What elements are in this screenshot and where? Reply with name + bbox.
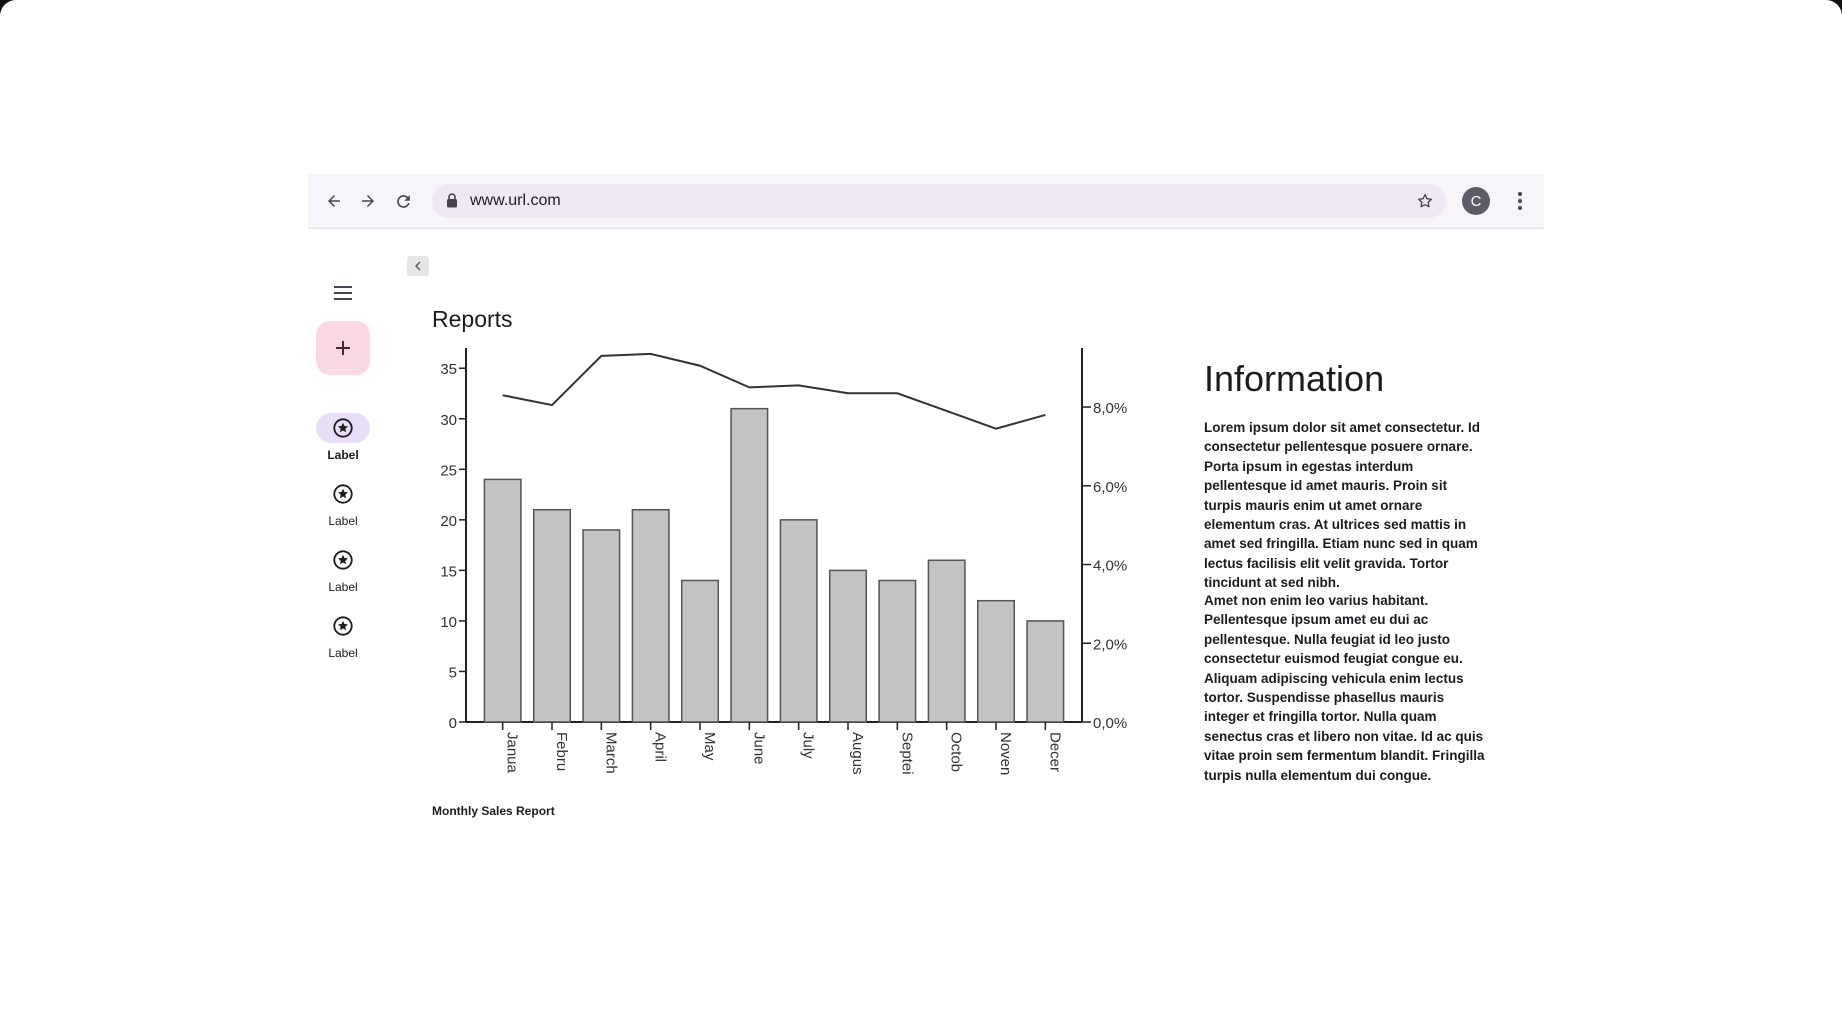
- y-left-tick-label: 20: [440, 513, 457, 530]
- nav-rail-item-2[interactable]: Label: [312, 479, 374, 535]
- nav-rail-item-4[interactable]: Label: [312, 611, 374, 667]
- sales-chart: 0 5 10 15 20 25 30 35 0,0% 2,0% 4,0% 6,0% 8,0% Janua F…: [440, 348, 1127, 775]
- x-tick-label: May: [701, 732, 718, 761]
- info-paragraph: Amet non enim leo varius habitant. Pelle…: [1204, 593, 1485, 783]
- y-left-tick-label: 15: [440, 563, 457, 580]
- y-right-tick-label: 8,0%: [1093, 400, 1127, 417]
- nav-rail-item-3[interactable]: Label: [312, 545, 374, 601]
- star-circle-icon: [333, 550, 353, 570]
- info-title: Information: [1204, 358, 1385, 399]
- chart-bar: [1026, 620, 1065, 723]
- nav-rail-indicator: [316, 479, 370, 509]
- window-corner: [1826, 0, 1842, 16]
- chart-bar: [976, 599, 1016, 723]
- x-tick-label: July: [800, 732, 817, 759]
- chart-bar: [779, 519, 818, 723]
- more-vert-icon: [1518, 192, 1522, 210]
- x-tick-label: Noven: [997, 732, 1014, 775]
- info-paragraph: Lorem ipsum dolor sit amet consectetur. …: [1204, 420, 1481, 591]
- star-circle-icon: [333, 616, 353, 636]
- arrow-right-icon: [362, 195, 374, 207]
- nav-rail-label: Label: [328, 580, 358, 594]
- url-text: www.url.com: [470, 192, 561, 209]
- nav-rail-indicator: [316, 611, 370, 641]
- chart-bar: [730, 407, 769, 723]
- nav-rail-indicator: [316, 413, 370, 443]
- browser-toolbar: www.url.com C: [308, 174, 1544, 229]
- y-left-tick-label: 30: [440, 412, 457, 429]
- reload-button[interactable]: [389, 187, 417, 215]
- address-bar[interactable]: www.url.com: [432, 184, 1446, 218]
- bookmark-star-button[interactable]: [1414, 190, 1436, 212]
- add-fab-button[interactable]: [316, 321, 370, 375]
- x-tick-label: June: [750, 732, 767, 765]
- chevron-left-icon: [415, 261, 421, 271]
- window-corner: [0, 0, 16, 16]
- chart-bar: [582, 529, 621, 723]
- chart-line-series: [502, 352, 1046, 430]
- plus-icon: [336, 341, 350, 355]
- chart-bar: [927, 559, 966, 723]
- y-left-tick-label: 5: [449, 664, 457, 681]
- x-tick-label: Decer: [1046, 732, 1063, 772]
- page-title: Reports: [432, 306, 513, 332]
- y-left-tick-label: 35: [440, 361, 457, 378]
- y-right-tick-label: 0,0%: [1093, 715, 1127, 732]
- chart-bar: [631, 508, 670, 723]
- nav-rail-label: Label: [327, 448, 359, 462]
- x-tick-label: Septei: [898, 732, 915, 775]
- forward-button[interactable]: [354, 187, 382, 215]
- reload-icon: [396, 194, 410, 208]
- x-tick-label: Janua: [504, 732, 521, 774]
- x-tick-label: March: [602, 732, 619, 774]
- star-circle-icon: [333, 418, 353, 438]
- chart-bar: [828, 569, 868, 723]
- chart-bar: [532, 508, 572, 723]
- x-tick-label: Febru: [553, 732, 570, 771]
- x-tick-label: April: [652, 732, 669, 762]
- y-right-tick-label: 4,0%: [1093, 558, 1127, 575]
- x-tick-label: Augus: [849, 732, 866, 775]
- star-outline-icon: [1417, 193, 1433, 208]
- nav-rail-label: Label: [328, 514, 358, 528]
- nav-rail-item-1[interactable]: Label: [312, 413, 374, 469]
- nav-rail-label: Label: [328, 646, 358, 660]
- menu-button[interactable]: [330, 280, 356, 306]
- hamburger-menu-icon: [334, 286, 352, 300]
- y-right-tick-label: 2,0%: [1093, 636, 1127, 653]
- chart-bar: [483, 478, 522, 723]
- y-left-tick-label: 25: [440, 462, 457, 479]
- chart-bar: [878, 579, 917, 723]
- y-left-tick-label: 0: [449, 715, 457, 732]
- nav-rail-indicator: [316, 545, 370, 575]
- x-tick-label: Octob: [948, 732, 965, 772]
- y-right-tick-label: 6,0%: [1093, 479, 1127, 496]
- profile-avatar[interactable]: C: [1462, 187, 1490, 215]
- arrow-left-icon: [328, 195, 340, 207]
- y-left-tick-label: 10: [440, 614, 457, 631]
- chart-bar: [680, 579, 720, 723]
- collapse-panel-button[interactable]: [407, 256, 429, 276]
- browser-menu-button[interactable]: [1508, 187, 1532, 215]
- lock-icon: [447, 193, 457, 208]
- back-button[interactable]: [320, 187, 348, 215]
- chart-caption: Monthly Sales Report: [432, 804, 555, 818]
- star-circle-icon: [333, 484, 353, 504]
